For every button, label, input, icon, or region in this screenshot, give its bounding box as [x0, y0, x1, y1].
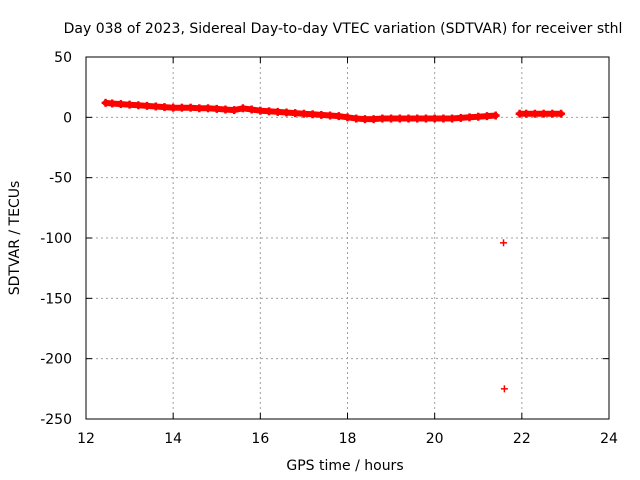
data-point: [500, 385, 508, 393]
x-tick-labels: 12 14 16 18 20 22 24: [77, 431, 618, 447]
data-band: [102, 99, 499, 123]
y-tick-label: -150: [40, 291, 72, 307]
axis-ticks: [85, 56, 610, 420]
y-tick-label: 50: [54, 50, 72, 66]
x-tick-label: 14: [164, 431, 182, 447]
y-tick-label: -100: [40, 231, 72, 247]
x-tick-label: 24: [600, 431, 618, 447]
chart-title: Day 038 of 2023, Sidereal Day-to-day VTE…: [64, 21, 623, 37]
x-tick-label: 20: [426, 431, 444, 447]
x-tick-label: 16: [251, 431, 269, 447]
y-tick-labels: 50 0 -50 -100 -150 -200 -250: [40, 50, 72, 428]
y-axis-label: SDTVAR / TECUs: [7, 181, 23, 296]
data-point: [500, 239, 508, 247]
x-tick-label: 18: [339, 431, 357, 447]
y-tick-label: 0: [63, 110, 72, 126]
y-tick-label: -200: [40, 352, 72, 368]
x-axis-label: GPS time / hours: [286, 458, 403, 474]
data-points: [101, 98, 566, 393]
y-tick-label: -250: [40, 412, 72, 428]
x-tick-label: 12: [77, 431, 95, 447]
x-tick-label: 22: [513, 431, 531, 447]
y-tick-label: -50: [49, 171, 72, 187]
